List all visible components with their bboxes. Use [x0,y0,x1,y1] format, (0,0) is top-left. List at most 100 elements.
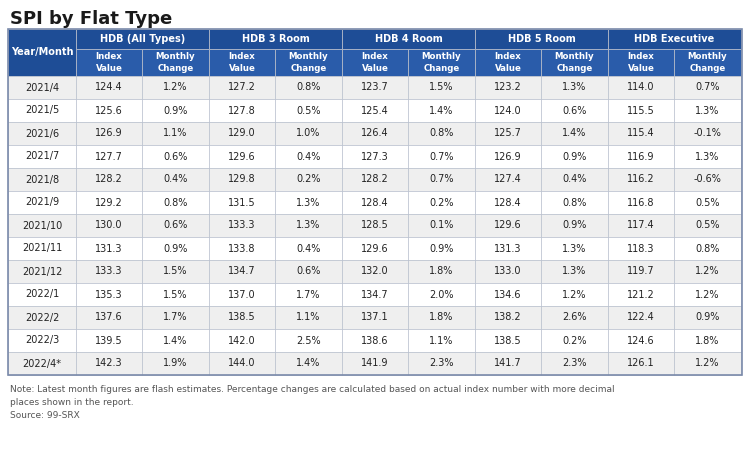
Text: 115.5: 115.5 [627,106,655,116]
Text: 132.0: 132.0 [362,267,388,276]
Bar [608,237,674,260]
Bar [541,49,608,76]
Bar [541,214,608,237]
Bar [608,283,674,306]
Bar [408,237,475,260]
Bar [475,99,541,122]
Text: Monthly
Change: Monthly Change [422,52,461,73]
Bar [408,191,475,214]
Bar [608,191,674,214]
Bar [76,283,142,306]
Bar [142,168,209,191]
Bar [209,283,275,306]
Bar [342,329,408,352]
Bar [209,214,275,237]
Text: 133.3: 133.3 [228,220,256,230]
Bar [674,329,741,352]
Bar [674,237,741,260]
Bar [8,29,742,375]
Text: 124.4: 124.4 [95,83,123,93]
Bar [475,214,541,237]
Bar [408,76,475,99]
Bar [8,352,76,375]
Bar [8,122,76,145]
Text: 135.3: 135.3 [95,290,123,300]
Text: 134.6: 134.6 [494,290,522,300]
Text: 0.7%: 0.7% [429,151,454,162]
Text: 2021/4: 2021/4 [25,83,59,93]
Bar [674,214,741,237]
Bar [475,191,541,214]
Text: 0.9%: 0.9% [429,244,454,253]
Bar [142,352,209,375]
Text: 138.5: 138.5 [494,336,522,346]
Text: 0.2%: 0.2% [429,197,454,207]
Text: 1.1%: 1.1% [296,313,321,323]
Text: 0.4%: 0.4% [164,174,188,185]
Text: 2022/2: 2022/2 [25,313,59,323]
Bar [142,122,209,145]
Bar [275,122,342,145]
Bar [541,99,608,122]
Bar [76,260,142,283]
Bar [541,191,608,214]
Bar [674,168,741,191]
Text: 117.4: 117.4 [627,220,655,230]
Text: 128.5: 128.5 [362,220,388,230]
Text: HDB 4 Room: HDB 4 Room [375,34,442,44]
Bar [674,191,741,214]
Text: 1.2%: 1.2% [695,267,720,276]
Bar [475,122,541,145]
Text: 2021/11: 2021/11 [22,244,62,253]
Text: 0.9%: 0.9% [562,220,586,230]
Text: SPI by Flat Type: SPI by Flat Type [10,10,172,28]
Text: 1.9%: 1.9% [164,358,188,369]
Text: 1.5%: 1.5% [164,290,188,300]
Text: 118.3: 118.3 [627,244,655,253]
Bar [209,145,275,168]
Text: 1.8%: 1.8% [429,267,454,276]
Text: 2.5%: 2.5% [296,336,321,346]
Bar [342,99,408,122]
Bar [408,306,475,329]
Text: 1.3%: 1.3% [296,220,321,230]
Bar [608,214,674,237]
Text: 1.8%: 1.8% [429,313,454,323]
Text: 130.0: 130.0 [95,220,123,230]
Text: 1.1%: 1.1% [164,129,188,139]
Bar [408,283,475,306]
Bar [76,168,142,191]
Bar [8,283,76,306]
Bar [76,49,142,76]
Bar [209,122,275,145]
Bar [275,191,342,214]
Text: Monthly
Change: Monthly Change [156,52,195,73]
Text: 2021/8: 2021/8 [25,174,59,185]
Text: 0.6%: 0.6% [164,151,188,162]
Text: 2022/1: 2022/1 [25,290,59,300]
Bar [475,352,541,375]
Bar [541,122,608,145]
Bar [76,237,142,260]
Text: 127.2: 127.2 [228,83,256,93]
Bar [608,145,674,168]
Text: 131.5: 131.5 [228,197,256,207]
Text: Monthly
Change: Monthly Change [289,52,328,73]
Text: 1.2%: 1.2% [164,83,188,93]
Text: 141.7: 141.7 [494,358,522,369]
Text: 125.4: 125.4 [362,106,388,116]
Text: 138.2: 138.2 [494,313,522,323]
Text: 133.8: 133.8 [228,244,256,253]
Text: 1.4%: 1.4% [296,358,321,369]
Bar [475,329,541,352]
Text: 119.7: 119.7 [627,267,655,276]
Text: 142.0: 142.0 [228,336,256,346]
Bar [142,237,209,260]
Bar [674,99,741,122]
Text: Monthly
Change: Monthly Change [688,52,728,73]
Bar [541,260,608,283]
Text: 129.0: 129.0 [228,129,256,139]
Text: 126.9: 126.9 [95,129,123,139]
Text: 129.2: 129.2 [95,197,123,207]
Text: 125.7: 125.7 [494,129,522,139]
